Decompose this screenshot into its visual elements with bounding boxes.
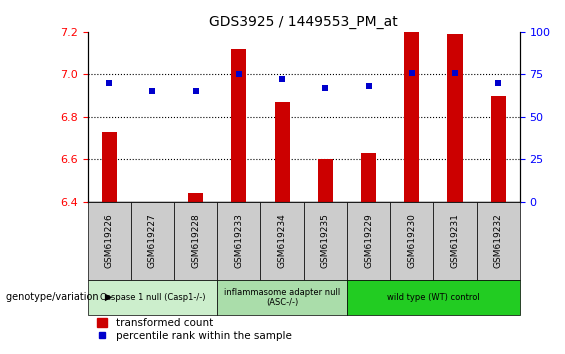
Bar <box>260 202 304 280</box>
Bar <box>490 96 506 202</box>
Bar <box>304 202 347 280</box>
Legend: transformed count, percentile rank within the sample: transformed count, percentile rank withi… <box>93 314 295 345</box>
Bar <box>188 193 203 202</box>
Bar <box>447 34 463 202</box>
Bar <box>390 202 433 280</box>
Bar <box>218 280 347 315</box>
Bar <box>433 202 477 280</box>
Point <box>277 76 286 82</box>
Text: wild type (WT) control: wild type (WT) control <box>387 293 480 302</box>
Title: GDS3925 / 1449553_PM_at: GDS3925 / 1449553_PM_at <box>209 16 398 29</box>
Bar <box>102 132 117 202</box>
Bar <box>404 32 419 202</box>
Text: GSM619231: GSM619231 <box>450 213 459 268</box>
Point <box>148 88 157 94</box>
Text: GSM619227: GSM619227 <box>148 213 157 268</box>
Point <box>407 70 416 75</box>
Text: GSM619235: GSM619235 <box>321 213 330 268</box>
Bar <box>318 159 333 202</box>
Text: GSM619226: GSM619226 <box>105 213 114 268</box>
Bar <box>88 202 131 280</box>
Text: GSM619232: GSM619232 <box>494 213 503 268</box>
Bar <box>347 280 520 315</box>
Text: genotype/variation  ▶: genotype/variation ▶ <box>6 292 112 302</box>
Text: inflammasome adapter null
(ASC-/-): inflammasome adapter null (ASC-/-) <box>224 288 340 307</box>
Point <box>234 72 244 77</box>
Bar <box>88 280 217 315</box>
Point <box>105 80 114 86</box>
Text: Caspase 1 null (Casp1-/-): Caspase 1 null (Casp1-/-) <box>99 293 205 302</box>
Bar <box>174 202 217 280</box>
Bar <box>361 153 376 202</box>
Point <box>191 88 200 94</box>
Bar <box>275 102 290 202</box>
Text: GSM619229: GSM619229 <box>364 213 373 268</box>
Bar <box>218 202 260 280</box>
Point <box>321 85 330 91</box>
Bar <box>231 49 246 202</box>
Text: GSM619233: GSM619233 <box>234 213 244 268</box>
Bar <box>131 202 174 280</box>
Point <box>494 80 503 86</box>
Text: GSM619228: GSM619228 <box>191 213 200 268</box>
Point <box>364 84 373 89</box>
Text: GSM619234: GSM619234 <box>277 213 286 268</box>
Bar <box>477 202 520 280</box>
Text: GSM619230: GSM619230 <box>407 213 416 268</box>
Point <box>450 70 459 75</box>
Bar <box>347 202 390 280</box>
